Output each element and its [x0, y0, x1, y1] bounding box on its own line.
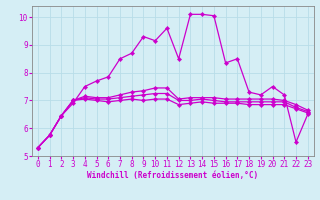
- X-axis label: Windchill (Refroidissement éolien,°C): Windchill (Refroidissement éolien,°C): [87, 171, 258, 180]
